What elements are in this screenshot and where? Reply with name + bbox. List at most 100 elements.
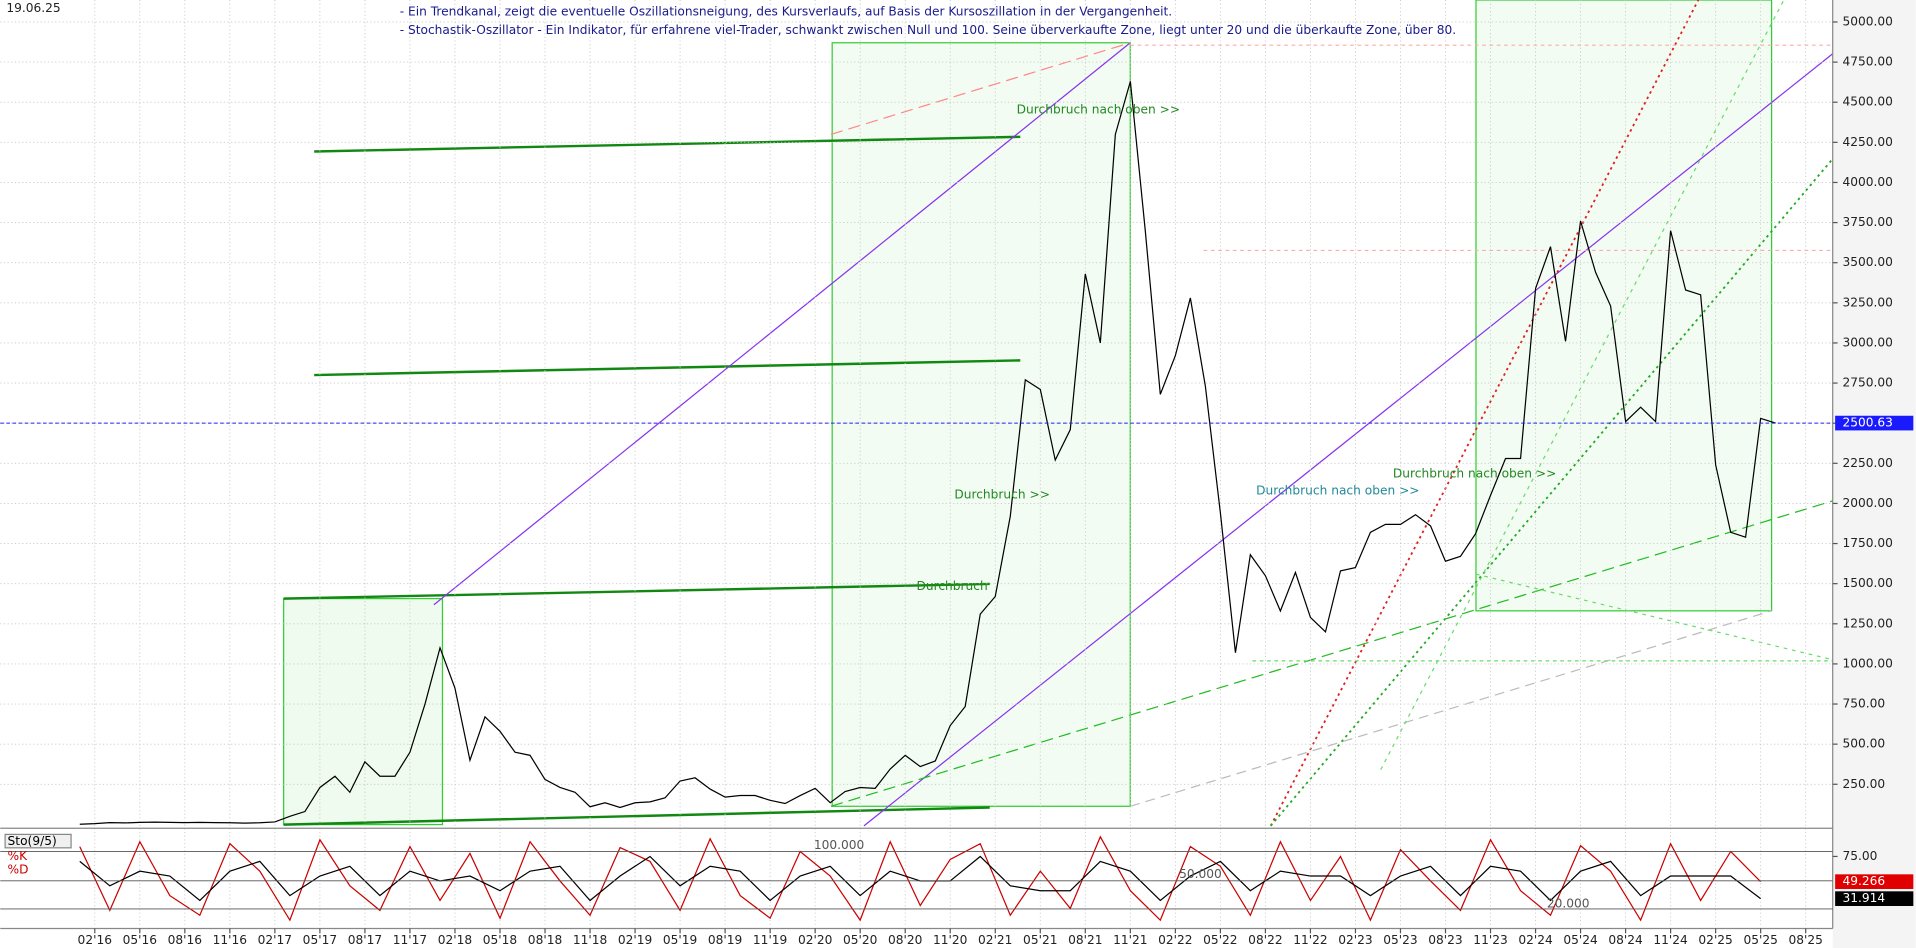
- x-tick-label: 08'23: [1428, 933, 1462, 947]
- value-box: [1835, 415, 1914, 431]
- annotation: Durchbruch >>: [954, 487, 1050, 501]
- y-tick-label: 2000.00: [1842, 496, 1892, 510]
- trend-line: [1270, 158, 1834, 827]
- trend-line: [433, 42, 1131, 606]
- annotation: Durchbruch nach oben >>: [1256, 484, 1419, 498]
- series-line: [79, 835, 1762, 922]
- x-tick-label: 05'22: [1203, 933, 1237, 947]
- y-tick-label: 250.00: [1842, 777, 1885, 791]
- box: [831, 42, 1131, 807]
- y-tick-label: 2250.00: [1842, 456, 1892, 470]
- x-tick-label: 02'23: [1338, 933, 1372, 947]
- x-tick-label: 11'19: [753, 933, 787, 947]
- y-tick-label: 1500.00: [1842, 576, 1892, 590]
- y-tick-label: 2750.00: [1842, 376, 1892, 390]
- y-tick-label: 3750.00: [1842, 215, 1892, 229]
- y-tick-label: 4250.00: [1842, 135, 1892, 149]
- x-tick-label: 02'16: [78, 933, 112, 947]
- legend-entry: %D: [8, 862, 29, 876]
- y-tick-label: 3250.00: [1842, 295, 1892, 309]
- x-tick-label: 02'22: [1158, 933, 1192, 947]
- y-tick-label: 1000.00: [1842, 656, 1892, 670]
- indicator-label-box: [4, 833, 72, 849]
- x-tick-label: 02'19: [618, 933, 652, 947]
- x-tick-label: 08'18: [528, 933, 562, 947]
- x-tick-label: 02'17: [258, 933, 292, 947]
- note: - Stochastik-Oszillator - Ein Indikator,…: [400, 23, 1456, 37]
- x-tick-label: 05'24: [1563, 933, 1598, 947]
- x-tick-label: 11'22: [1293, 933, 1327, 947]
- x-tick-label: 08'20: [888, 933, 922, 947]
- channel: [283, 806, 990, 826]
- value-box: [1835, 874, 1914, 889]
- y-tick-label: 750.00: [1842, 697, 1885, 711]
- x-tick-label: 11'16: [213, 933, 247, 947]
- x-tick-label: 05'25: [1743, 933, 1777, 947]
- value-label: 49.266: [1842, 874, 1885, 888]
- indicator-title[interactable]: Sto(9/5): [8, 834, 57, 848]
- value-label: 31.914: [1842, 891, 1885, 905]
- trend-line: [1475, 573, 1833, 661]
- y-tick-label: 1750.00: [1842, 536, 1892, 550]
- x-tick-label: 02'24: [1518, 933, 1553, 947]
- x-tick-label: 05'16: [123, 933, 157, 947]
- trend-line: [830, 42, 1131, 135]
- y-tick-label: 4750.00: [1842, 55, 1892, 69]
- value-box: [1835, 891, 1914, 906]
- x-tick-label: 05'21: [1023, 933, 1057, 947]
- note: - Ein Trendkanal, zeigt die eventuelle O…: [400, 5, 1172, 19]
- x-tick-label: 08'17: [348, 933, 382, 947]
- annotation: 50.000: [1179, 867, 1222, 881]
- x-tick-label: 02'21: [978, 933, 1012, 947]
- annotation: Durchbruch nach oben >>: [1393, 467, 1556, 481]
- x-tick-label: 11'23: [1473, 933, 1507, 947]
- x-tick-label: 05'20: [843, 933, 877, 947]
- x-tick-label: 05'17: [303, 933, 337, 947]
- trend-line: [1269, 0, 1700, 827]
- grid: [0, 0, 1833, 927]
- channel: [314, 359, 1021, 377]
- x-tick-label: 11'17: [393, 933, 427, 947]
- trend-line: [863, 53, 1834, 827]
- x-tick-label: 08'24: [1608, 933, 1643, 947]
- x-tick-label: 11'24: [1653, 933, 1688, 947]
- x-tick-label: 11'18: [573, 933, 607, 947]
- y-tick-label: 5000.00: [1842, 14, 1892, 28]
- x-tick-label: 11'20: [933, 933, 967, 947]
- date: 19.06.25: [6, 1, 60, 15]
- x-tick-label: 08'19: [708, 933, 742, 947]
- x-tick-label: 05'18: [483, 933, 517, 947]
- trend-line: [1130, 610, 1772, 807]
- x-tick-label: 05'23: [1383, 933, 1417, 947]
- annotation: Durchbruch nach oben >>: [1017, 102, 1180, 116]
- x-tick-label: 05'19: [663, 933, 697, 947]
- y-tick-label: 500.00: [1842, 737, 1885, 751]
- y-tick-label: 1250.00: [1842, 616, 1892, 630]
- axis-background: [1832, 0, 1916, 948]
- y-tick-label: 75.00: [1842, 849, 1877, 863]
- x-tick-label: 11'21: [1113, 933, 1147, 947]
- annotation: Durchbruch: [916, 579, 987, 593]
- series-line: [79, 81, 1776, 825]
- channel: [314, 135, 1021, 153]
- value-label: 2500.63: [1842, 416, 1892, 430]
- x-tick-label: 08'21: [1068, 933, 1102, 947]
- x-tick-label: 08'22: [1248, 933, 1282, 947]
- trend-line: [830, 500, 1833, 807]
- x-tick-label: 08'16: [168, 933, 202, 947]
- annotation: 100.000: [814, 838, 864, 852]
- y-tick-label: 4000.00: [1842, 175, 1892, 189]
- y-tick-label: 3000.00: [1842, 335, 1892, 349]
- y-tick-label: 4500.00: [1842, 95, 1892, 109]
- x-tick-label: 02'20: [798, 933, 832, 947]
- y-tick-label: 3500.00: [1842, 255, 1892, 269]
- annotation: 20.000: [1547, 897, 1590, 911]
- channel: [283, 582, 990, 600]
- box: [283, 597, 444, 826]
- x-tick-label: 08'25: [1788, 933, 1822, 947]
- legend-entry: %K: [8, 849, 29, 863]
- x-tick-label: 02'25: [1698, 933, 1732, 947]
- x-tick-label: 02'18: [438, 933, 472, 947]
